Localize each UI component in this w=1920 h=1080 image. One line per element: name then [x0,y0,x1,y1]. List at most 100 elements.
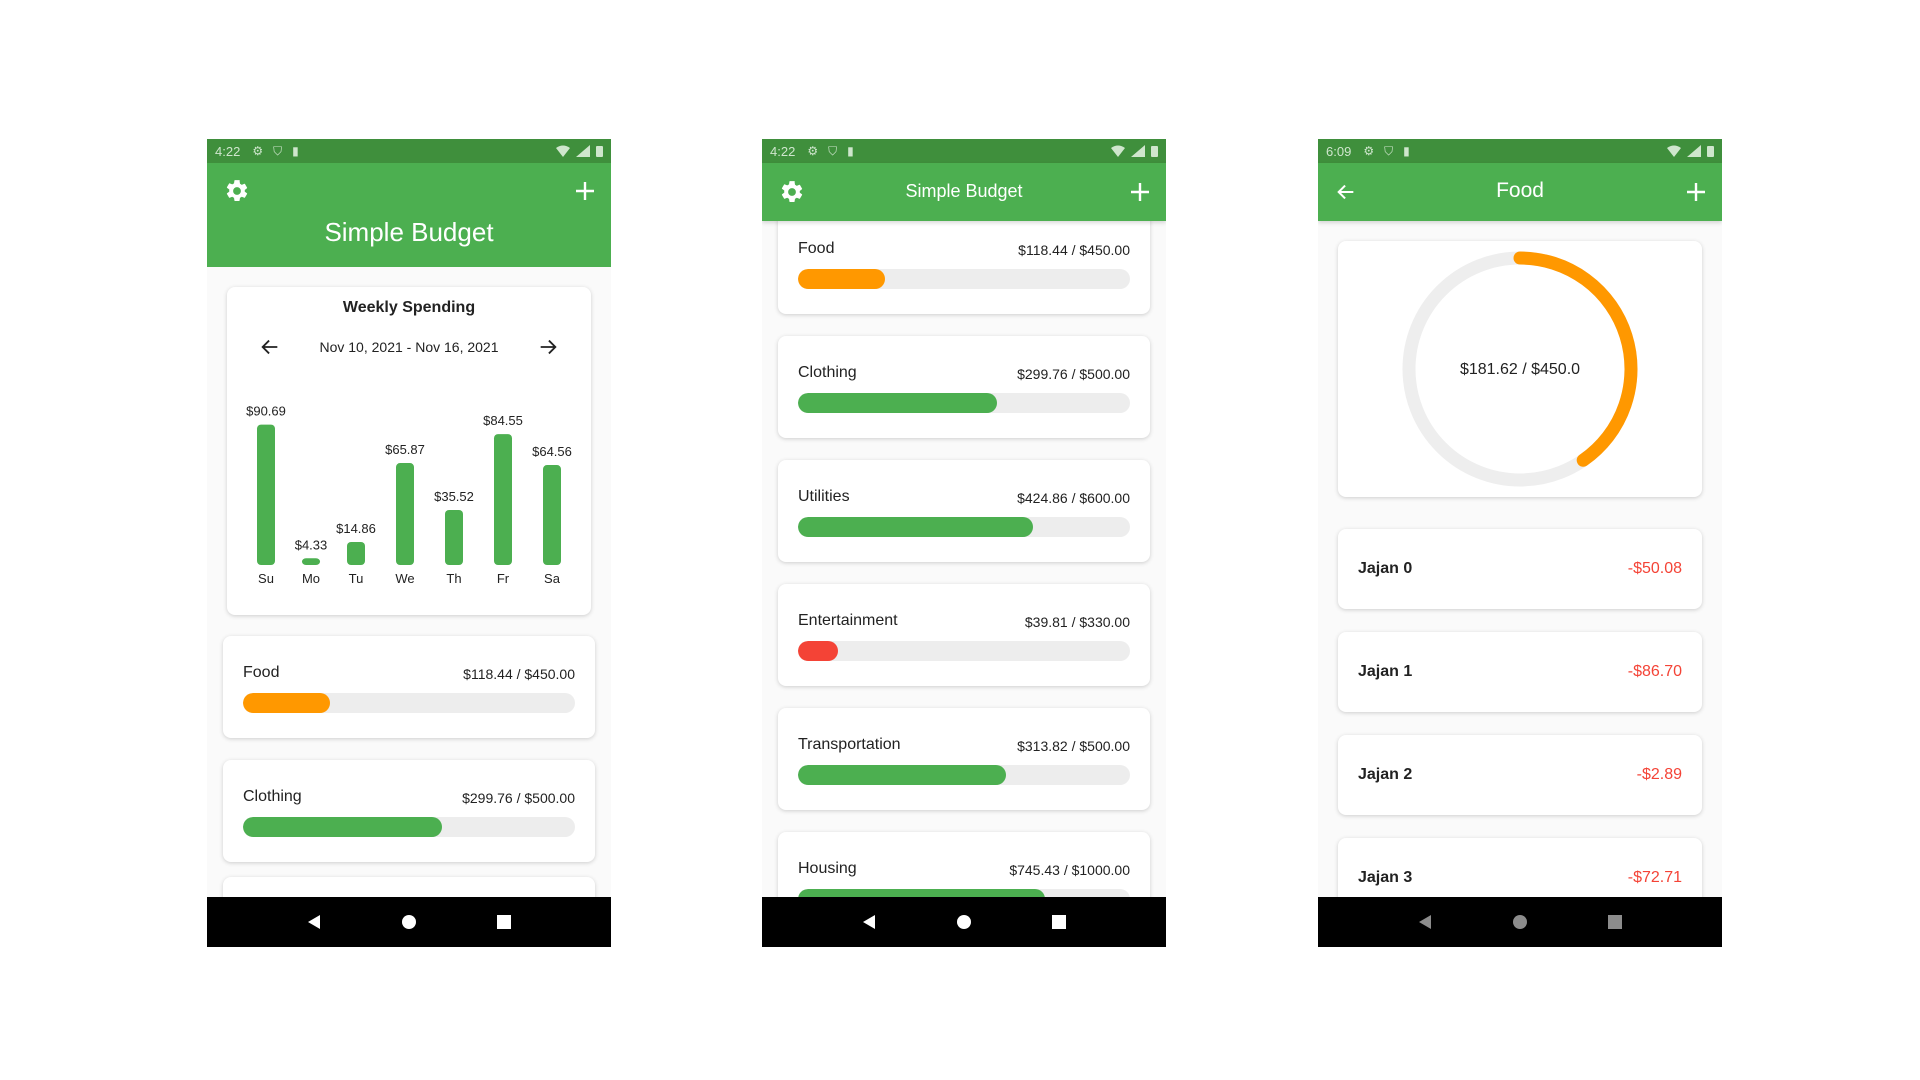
transaction-amount: -$72.71 [1627,869,1682,886]
transaction-name: Jajan 0 [1358,560,1413,577]
status-bar: 4:22 ⚙ ⛉ ▮ [762,139,1166,163]
app-bar: Food [1318,163,1722,221]
plus-icon [1131,183,1149,201]
battery-icon [596,146,603,157]
wifi-icon [1667,145,1681,157]
nav-home-button[interactable] [952,910,976,934]
battery-icon [1707,146,1714,157]
bar-Su [257,424,275,565]
phone-screen-home: 4:22 ⚙ ⛉ ▮ Simple Budget Weekly Spending… [207,139,611,947]
nav-recents-button[interactable] [492,910,516,934]
day-tick-label: Mo [302,571,320,586]
shield-status-icon: ⛉ [273,143,283,158]
budget-card[interactable]: Food $118.44 / $450.00 [778,212,1150,314]
budget-progress-track [798,393,1130,413]
battery-icon [1151,146,1158,157]
transaction-name: Jajan 3 [1358,869,1413,886]
budget-amount: $424.86 / $600.00 [1017,490,1130,506]
cell-signal-icon [576,145,590,157]
transaction-name: Jajan 2 [1358,766,1413,783]
budget-card[interactable]: Clothing $299.76 / $500.00 [223,760,595,862]
gear-icon [226,180,248,201]
app-bar: Simple Budget [762,163,1166,221]
gear-icon [781,181,803,202]
settings-status-icon: ⚙ [252,144,264,158]
circle-home-icon [1512,915,1527,929]
budget-progress-fill [243,693,331,713]
budget-progress-card: $181.62 / $450.0 [1338,241,1702,497]
budget-card[interactable]: Entertainment $39.81 / $330.00 [778,584,1150,686]
previous-week-button[interactable] [257,335,283,359]
transaction-card[interactable]: Jajan 2 -$2.89 [1338,735,1702,815]
plus-icon [1687,183,1705,201]
bar-Fr [494,434,512,565]
arrow-right-icon [540,339,557,355]
bar-value-label: $90.69 [246,404,286,419]
weekly-spending-card: Weekly Spending Nov 10, 2021 - Nov 16, 2… [227,287,591,615]
transaction-card[interactable]: Jajan 1 -$86.70 [1338,632,1702,712]
nav-home-button[interactable] [1508,910,1532,934]
day-tick-label: Tu [349,571,364,586]
budget-name: Food [798,240,835,257]
settings-button[interactable] [221,175,253,207]
day-tick-label: Fr [497,571,510,586]
bar-value-label: $14.86 [336,521,376,536]
budget-card[interactable]: Utilities $424.86 / $600.00 [778,460,1150,562]
nav-back-button[interactable] [857,910,881,934]
budget-card[interactable]: Food $118.44 / $450.00 [223,636,595,738]
budget-amount: $745.43 / $1000.00 [1009,862,1130,878]
next-week-button[interactable] [535,335,561,359]
wifi-icon [1111,145,1125,157]
day-tick-label: Sa [544,571,561,586]
status-time: 4:22 [770,143,796,159]
wifi-icon [556,145,570,157]
status-bar: 6:09 ⚙ ⛉ ▮ [1318,139,1722,163]
sd-card-status-icon: ▮ [847,144,854,158]
nav-recents-button[interactable] [1603,910,1627,934]
weekly-spending-title: Weekly Spending [342,299,476,316]
budget-card[interactable]: Transportation $313.82 / $500.00 [778,708,1150,810]
add-button[interactable] [1124,176,1156,208]
app-title: Simple Budget [905,181,1023,201]
budget-name: Clothing [243,788,302,805]
add-transaction-button[interactable] [1680,176,1712,208]
settings-button[interactable] [776,176,808,208]
status-time: 4:22 [215,143,241,159]
phone-screen-budgets: 4:22 ⚙ ⛉ ▮ Food $118.44 / $450.00 Clothing… [762,139,1166,947]
budget-progress-fill [798,517,1034,537]
android-nav-bar [207,897,611,947]
budget-card[interactable]: Clothing $299.76 / $500.00 [778,336,1150,438]
phone-screen-food-detail: 6:09 ⚙ ⛉ ▮ $181.62 / $450.0 Jajan 0 -$50.… [1318,139,1722,947]
bar-We [396,463,414,565]
back-button[interactable] [1330,176,1362,208]
transaction-amount: -$50.08 [1627,560,1682,577]
shield-status-icon: ⛉ [1384,143,1394,158]
budget-name: Entertainment [798,612,898,629]
settings-status-icon: ⚙ [807,144,819,158]
transaction-card[interactable]: Jajan 0 -$50.08 [1338,529,1702,609]
week-range: Nov 10, 2021 - Nov 16, 2021 [319,339,499,355]
bar-value-label: $84.55 [483,413,523,428]
arrow-left-icon [261,339,278,355]
budget-name: Housing [798,860,857,877]
budget-progress-fill [798,765,1007,785]
sd-card-status-icon: ▮ [292,144,299,158]
app-title: Simple Budget [324,217,494,247]
circle-home-icon [956,915,971,929]
cell-signal-icon [1131,145,1145,157]
bar-value-label: $65.87 [385,442,425,457]
nav-back-button[interactable] [302,910,326,934]
add-button[interactable] [569,175,601,207]
bar-value-label: $4.33 [295,537,328,552]
day-tick-label: Su [258,571,274,586]
nav-back-button[interactable] [1413,910,1437,934]
back-arrow-icon [1337,184,1354,200]
budget-progress-fill [243,817,443,837]
transaction-amount: -$2.89 [1636,766,1682,783]
nav-recents-button[interactable] [1047,910,1071,934]
plus-icon [576,182,594,200]
android-nav-bar [762,897,1166,947]
nav-home-button[interactable] [397,910,421,934]
budget-amount: $299.76 / $500.00 [462,790,575,806]
budget-progress-track [798,269,1130,289]
